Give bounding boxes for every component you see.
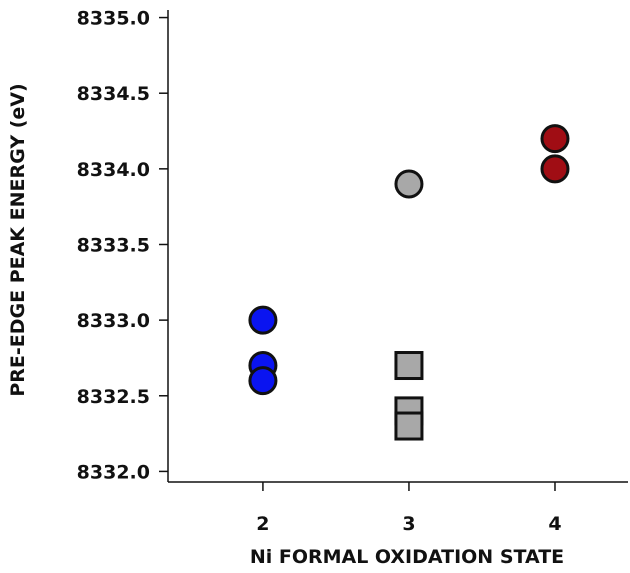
data-point-circle xyxy=(248,366,278,396)
y-tick-label: 8333.5 xyxy=(77,234,150,256)
y-axis-title: PRE-EDGE PEAK ENERGY (eV) xyxy=(7,83,29,396)
y-tick-label: 8334.5 xyxy=(77,83,150,105)
data-point-square xyxy=(394,351,424,381)
x-tick-label: 2 xyxy=(256,513,269,535)
x-tick-label: 3 xyxy=(402,513,415,535)
data-point-circle xyxy=(248,305,278,335)
y-tick-label: 8334.0 xyxy=(77,159,150,181)
y-tick-label: 8333.0 xyxy=(77,310,150,332)
data-point-circle xyxy=(394,169,424,199)
data-point-circle xyxy=(540,124,570,154)
data-point-circle xyxy=(540,154,570,184)
x-axis-ticks: 2 3 4 xyxy=(256,482,562,535)
x-axis-title: Ni FORMAL OXIDATION STATE xyxy=(250,546,564,568)
data-point-square xyxy=(394,411,424,441)
y-axis-ticks: 8332.0 8332.5 8333.0 8333.5 8334.0 8334.5 8335… xyxy=(77,8,168,483)
x-tick-label: 4 xyxy=(548,513,561,535)
y-tick-label: 8332.5 xyxy=(77,386,150,408)
y-tick-label: 8335.0 xyxy=(77,8,150,30)
y-tick-label: 8332.0 xyxy=(77,461,150,483)
axes xyxy=(167,10,628,483)
data-markers xyxy=(248,124,570,441)
